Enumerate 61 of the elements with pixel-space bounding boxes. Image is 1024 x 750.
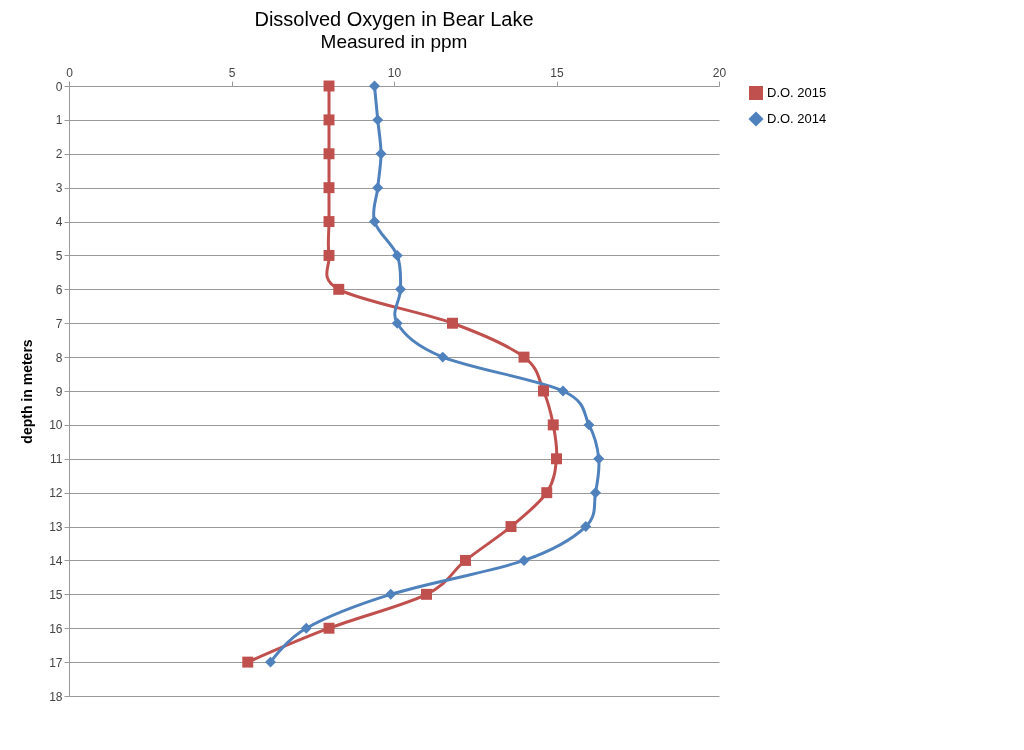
y-tick-label: 12 — [49, 486, 63, 501]
y-tick-label: 16 — [49, 621, 63, 636]
point — [323, 216, 335, 228]
point — [447, 317, 458, 329]
point — [323, 622, 335, 634]
y-tick-label: 0 — [55, 79, 63, 94]
y-tick-label: 11 — [50, 452, 63, 467]
point — [557, 385, 569, 397]
point — [541, 487, 553, 499]
x-tick-label: 5 — [228, 65, 236, 80]
point — [323, 114, 335, 126]
y-tick-label: 2 — [55, 147, 63, 162]
point — [372, 114, 384, 126]
point — [593, 453, 605, 465]
point — [333, 283, 345, 295]
x-tick-label: 15 — [550, 65, 564, 80]
point — [437, 351, 449, 363]
y-axis-title: depth in meters — [19, 339, 36, 444]
y-tick-label: 6 — [55, 282, 63, 297]
point — [323, 182, 335, 194]
y-tick-label: 4 — [55, 215, 63, 230]
chart-subtitle: Measured in ppm — [320, 31, 468, 52]
y-tick-label: 3 — [55, 181, 63, 196]
point — [518, 554, 530, 566]
x-tick-label: 20 — [712, 65, 727, 80]
point — [265, 656, 276, 668]
point — [300, 622, 312, 634]
point — [323, 148, 335, 160]
point — [242, 656, 254, 668]
point — [590, 487, 601, 499]
point — [580, 521, 592, 533]
y-tick-label: 13 — [49, 520, 63, 535]
point — [583, 419, 595, 431]
y-tick-label: 8 — [55, 350, 63, 365]
y-tick-label: 5 — [55, 248, 63, 263]
point — [391, 249, 403, 261]
point — [460, 554, 471, 566]
y-tick-label: 9 — [55, 384, 63, 399]
point — [369, 216, 380, 228]
point — [505, 521, 517, 533]
legend-label: D.O. 2015 — [767, 85, 827, 100]
point — [547, 419, 559, 431]
y-tick-label: 1 — [55, 113, 63, 128]
y-tick-label: 17 — [49, 655, 63, 670]
y-tick-label: 14 — [49, 553, 63, 568]
point — [538, 385, 549, 397]
chart-title: Dissolved Oxygen in Bear Lake — [254, 8, 534, 30]
point — [385, 588, 397, 600]
point — [323, 249, 335, 261]
y-tick-label: 18 — [49, 689, 63, 704]
y-tick-label: 15 — [49, 587, 63, 602]
legend-label: D.O. 2014 — [767, 111, 827, 126]
x-tick-label: 10 — [387, 65, 402, 80]
y-tick-label: 10 — [49, 418, 63, 433]
point — [421, 588, 432, 600]
y-tick-label: 7 — [55, 316, 63, 331]
x-tick-label: 0 — [66, 65, 74, 80]
point — [551, 453, 562, 465]
point — [372, 182, 384, 194]
point — [391, 317, 403, 329]
point — [518, 351, 530, 363]
